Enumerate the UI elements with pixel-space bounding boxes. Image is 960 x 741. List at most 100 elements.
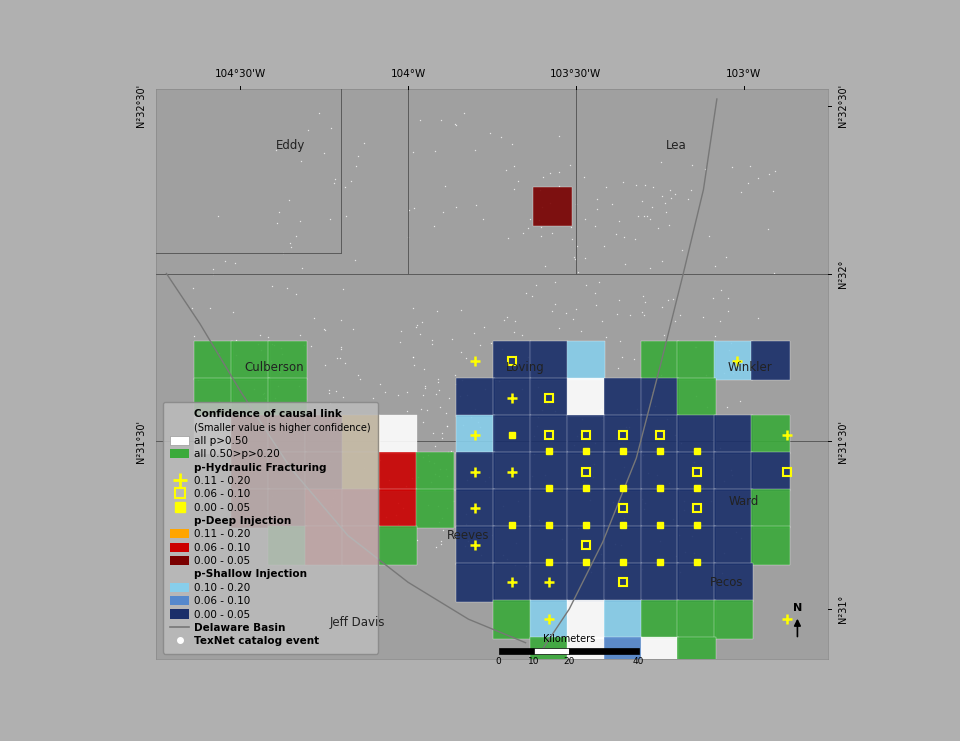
Text: N²31°30': N²31°30' bbox=[136, 420, 146, 463]
Point bbox=[495, 500, 511, 512]
Bar bbox=[305, 526, 344, 565]
Bar bbox=[530, 452, 568, 491]
Point bbox=[691, 558, 707, 570]
Point bbox=[228, 349, 243, 361]
Text: 104°W: 104°W bbox=[391, 69, 425, 79]
Point bbox=[760, 223, 776, 235]
Point bbox=[672, 309, 687, 321]
Point bbox=[525, 470, 540, 482]
Point bbox=[455, 419, 470, 431]
Point bbox=[459, 352, 474, 364]
Point bbox=[634, 444, 649, 456]
Point bbox=[228, 257, 243, 269]
Point bbox=[318, 324, 333, 336]
Point bbox=[430, 376, 445, 388]
Bar bbox=[566, 563, 605, 602]
Point bbox=[254, 435, 270, 447]
Point bbox=[642, 262, 658, 273]
Point bbox=[333, 314, 348, 326]
Point bbox=[316, 468, 331, 479]
Point bbox=[670, 505, 685, 517]
Point bbox=[323, 455, 338, 467]
Point bbox=[416, 389, 431, 401]
Point bbox=[511, 175, 526, 187]
Point bbox=[724, 468, 739, 480]
Point bbox=[678, 546, 693, 558]
Point bbox=[640, 468, 656, 479]
Point bbox=[616, 462, 632, 473]
Text: 103°W: 103°W bbox=[726, 69, 761, 79]
Point bbox=[659, 413, 674, 425]
Point bbox=[591, 554, 607, 566]
Point bbox=[708, 261, 723, 273]
Point bbox=[695, 482, 710, 494]
Point bbox=[635, 307, 650, 319]
Point bbox=[454, 373, 469, 385]
Point bbox=[313, 496, 328, 508]
Point bbox=[418, 382, 433, 394]
Point bbox=[336, 283, 351, 295]
Point bbox=[390, 389, 405, 401]
Point bbox=[630, 402, 645, 414]
Text: N²32°: N²32° bbox=[838, 259, 848, 288]
Point bbox=[286, 433, 301, 445]
Point bbox=[476, 321, 492, 333]
Point bbox=[525, 521, 540, 533]
Point bbox=[621, 422, 636, 433]
Point bbox=[725, 368, 740, 379]
Point bbox=[515, 329, 530, 341]
Point bbox=[705, 452, 720, 464]
Point bbox=[508, 537, 523, 549]
Point bbox=[615, 176, 631, 187]
Point bbox=[642, 213, 658, 225]
Point bbox=[509, 349, 524, 361]
Point bbox=[724, 337, 739, 349]
Point bbox=[293, 155, 308, 167]
Point bbox=[531, 381, 546, 393]
Point bbox=[535, 201, 550, 213]
Point bbox=[413, 403, 428, 415]
Bar bbox=[342, 452, 380, 491]
Point bbox=[350, 446, 366, 458]
Point bbox=[714, 567, 730, 579]
Point bbox=[584, 565, 599, 577]
Point bbox=[372, 453, 388, 465]
Bar bbox=[604, 379, 642, 417]
Point bbox=[560, 449, 575, 461]
Bar bbox=[268, 415, 306, 454]
Text: N²32°30': N²32°30' bbox=[136, 84, 146, 127]
Bar bbox=[231, 489, 270, 528]
Bar bbox=[640, 563, 679, 602]
Point bbox=[542, 197, 558, 209]
Point bbox=[574, 325, 589, 337]
Point bbox=[591, 276, 607, 288]
Point bbox=[409, 319, 424, 331]
Point bbox=[428, 468, 444, 480]
Point bbox=[597, 240, 612, 252]
Point bbox=[405, 351, 420, 363]
Point bbox=[296, 339, 311, 350]
Point bbox=[398, 480, 414, 492]
Point bbox=[341, 451, 356, 462]
Bar bbox=[379, 415, 418, 454]
Point bbox=[205, 263, 221, 275]
Point bbox=[372, 482, 387, 494]
Point bbox=[635, 195, 650, 207]
Bar bbox=[305, 452, 344, 491]
Point bbox=[532, 184, 547, 196]
Point bbox=[378, 511, 394, 523]
Bar bbox=[566, 415, 605, 454]
Point bbox=[425, 427, 441, 439]
Point bbox=[495, 549, 511, 561]
Point bbox=[399, 405, 415, 416]
Point bbox=[433, 114, 448, 126]
Point bbox=[350, 150, 366, 162]
Point bbox=[356, 462, 372, 473]
Point bbox=[406, 359, 421, 371]
Point bbox=[276, 362, 292, 374]
Point bbox=[406, 202, 421, 214]
Bar bbox=[268, 452, 306, 491]
Point bbox=[333, 342, 348, 354]
Bar bbox=[268, 379, 306, 417]
Point bbox=[444, 333, 460, 345]
